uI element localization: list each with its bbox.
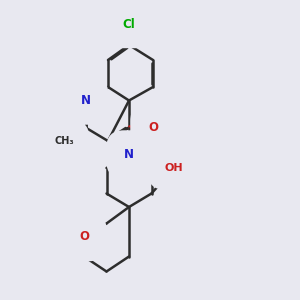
Text: CH₃: CH₃ [55,136,74,146]
Text: O: O [148,121,158,134]
Text: O: O [79,230,89,244]
Text: OH: OH [165,163,183,173]
Text: Cl: Cl [123,17,135,31]
Text: N: N [80,94,91,107]
Text: N: N [124,148,134,161]
